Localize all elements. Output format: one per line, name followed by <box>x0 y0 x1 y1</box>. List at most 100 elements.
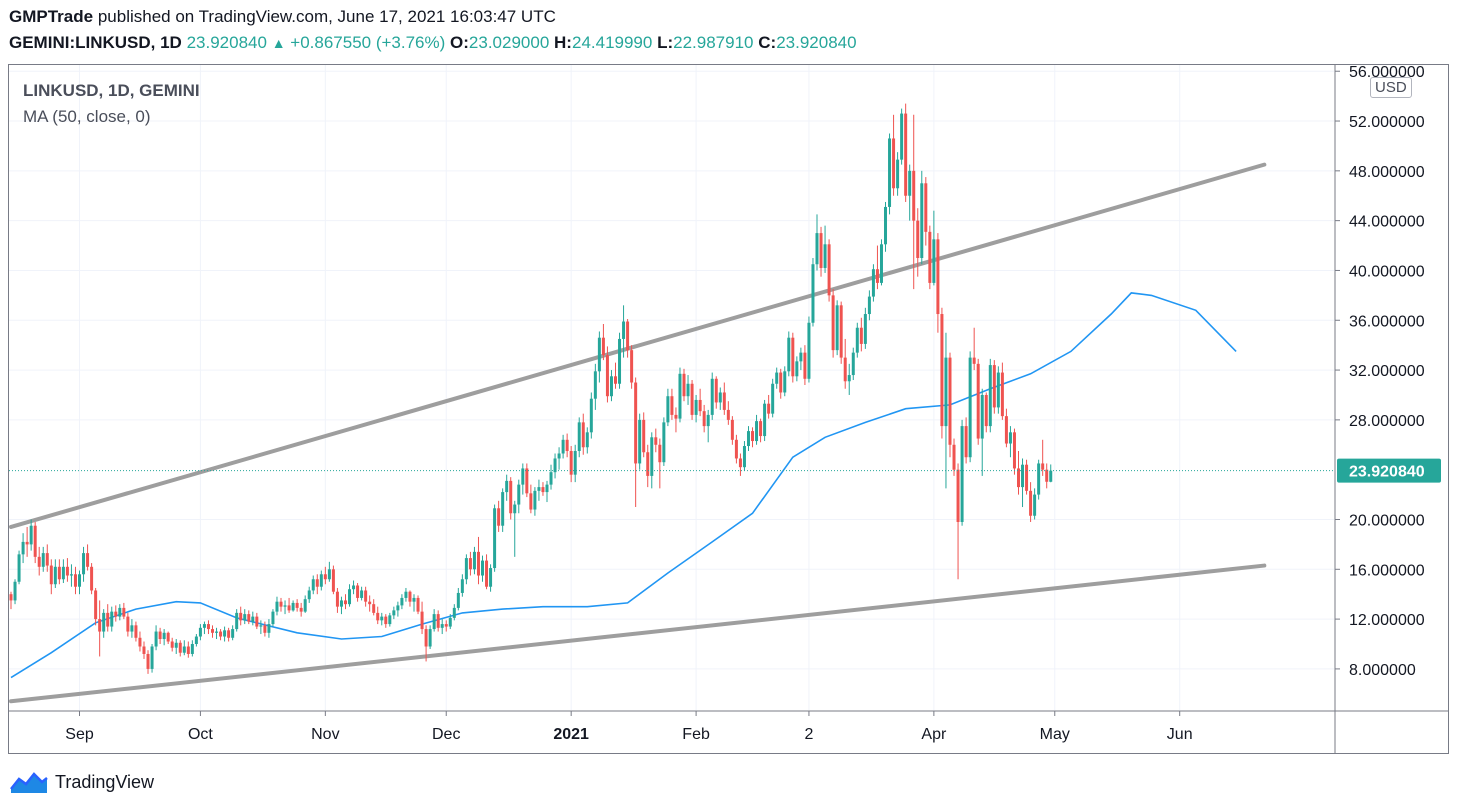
candle-body <box>698 399 702 412</box>
candle <box>464 554 468 585</box>
candle <box>388 612 392 627</box>
candle <box>315 574 319 595</box>
candle-body <box>996 372 1000 408</box>
legend-indicator[interactable]: MA (50, close, 0) <box>23 107 151 126</box>
candle <box>323 566 327 585</box>
candle <box>271 609 275 627</box>
candle <box>638 413 642 470</box>
candle-body <box>525 468 529 494</box>
y-tick-label: 44.000000 <box>1349 214 1425 231</box>
candle <box>98 600 102 657</box>
x-tick-label: Oct <box>188 726 213 743</box>
candle <box>327 561 331 582</box>
candle-body <box>557 453 561 459</box>
publish-info: GMPTrade published on TradingView.com, J… <box>9 7 556 27</box>
candle <box>219 629 223 641</box>
candle <box>348 584 352 607</box>
candle-body <box>82 553 86 575</box>
candle <box>807 316 811 383</box>
candle-body <box>456 592 460 608</box>
last-price-marker: 23.920840 <box>9 458 1441 483</box>
high-label: H: <box>554 33 572 52</box>
candle <box>831 289 835 358</box>
candle-body <box>49 565 53 585</box>
published-text: published on TradingView.com, June 17, 2… <box>97 7 556 26</box>
candle-body <box>396 605 400 611</box>
candle <box>674 407 678 433</box>
candle-body <box>231 629 235 638</box>
publisher-name[interactable]: GMPTrade <box>9 7 94 26</box>
candle <box>372 599 376 616</box>
candle <box>738 453 742 476</box>
last-price-label: 23.920840 <box>1349 464 1425 481</box>
candle-body <box>815 233 819 265</box>
candle <box>823 225 827 273</box>
x-tick-label: May <box>1040 726 1070 743</box>
trendline <box>9 162 1267 529</box>
chart-frame[interactable] <box>8 64 1449 754</box>
candle-body <box>432 614 436 630</box>
candle-body <box>904 113 908 196</box>
candle <box>1021 458 1025 508</box>
candle-body <box>404 591 408 598</box>
candle <box>360 586 364 601</box>
candle <box>376 606 380 625</box>
candle <box>940 307 944 439</box>
candle <box>299 602 303 617</box>
candle <box>122 602 126 620</box>
candle <box>1004 408 1008 448</box>
candle-body <box>847 375 851 382</box>
candle <box>456 587 460 611</box>
candle <box>795 356 799 382</box>
candle <box>980 388 984 476</box>
candle <box>996 366 1000 414</box>
candle <box>267 619 271 638</box>
candle <box>78 570 82 595</box>
candle <box>49 559 53 595</box>
candle <box>875 245 879 290</box>
candle <box>964 417 968 464</box>
candle <box>142 641 146 659</box>
candle <box>666 388 670 427</box>
candle <box>791 332 795 383</box>
x-tick-label: Dec <box>432 726 460 743</box>
candle <box>501 488 505 532</box>
candle-body <box>867 296 871 315</box>
candle <box>505 474 509 501</box>
candle <box>9 591 13 610</box>
candle-body <box>416 597 420 612</box>
candle <box>73 566 77 595</box>
candle-body <box>980 394 984 439</box>
candle-body <box>339 600 343 607</box>
candle <box>658 438 662 489</box>
x-tick-label: Jun <box>1167 726 1193 743</box>
candle-body <box>976 363 980 439</box>
candle-body <box>267 624 271 633</box>
candle <box>162 629 166 646</box>
candle-body <box>823 244 827 268</box>
candle <box>928 225 932 290</box>
candle <box>215 627 219 640</box>
candle <box>448 614 452 630</box>
candle-body <box>174 642 178 648</box>
candle-body <box>896 159 900 189</box>
candle-body <box>795 361 799 377</box>
legend-symbol[interactable]: LINKUSD, 1D, GEMINI <box>23 81 200 100</box>
candle <box>211 625 214 638</box>
candle-body <box>448 617 452 627</box>
candle <box>767 394 771 419</box>
candle-body <box>412 597 416 602</box>
candle <box>1000 362 1004 420</box>
candle-body <box>364 590 368 602</box>
last-value: 23.920840 <box>186 33 267 52</box>
currency-badge[interactable]: USD <box>1370 77 1412 98</box>
open-label: O: <box>450 33 469 52</box>
footer-logo[interactable]: TradingView <box>9 769 154 795</box>
candle <box>291 600 295 612</box>
candle <box>529 484 533 514</box>
candle <box>710 372 714 420</box>
candle <box>134 621 138 642</box>
trendlines <box>9 162 1267 704</box>
candle <box>779 368 783 399</box>
